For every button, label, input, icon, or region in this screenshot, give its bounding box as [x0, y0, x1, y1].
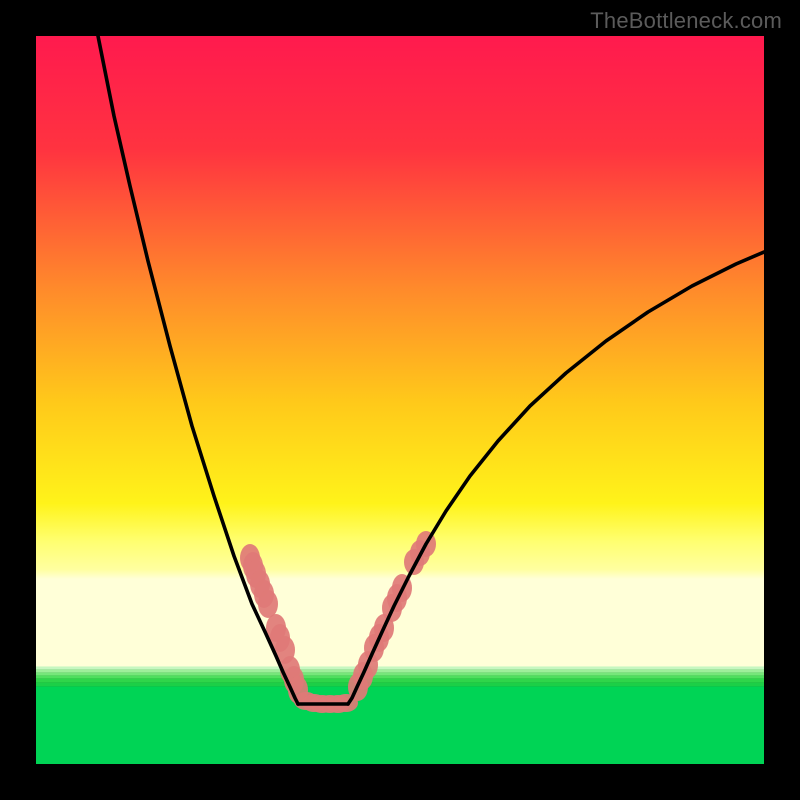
green-band — [36, 666, 764, 669]
bottleneck-curve-chart — [36, 36, 764, 764]
green-band — [36, 686, 764, 764]
green-band — [36, 669, 764, 672]
curve-marker — [258, 590, 278, 618]
green-band — [36, 675, 764, 678]
green-band — [36, 682, 764, 686]
watermark-text: TheBottleneck.com — [590, 8, 782, 34]
green-band — [36, 672, 764, 675]
green-band — [36, 678, 764, 682]
gradient-background — [36, 36, 764, 667]
chart-frame: TheBottleneck.com — [0, 0, 800, 800]
plot-area — [36, 36, 764, 764]
